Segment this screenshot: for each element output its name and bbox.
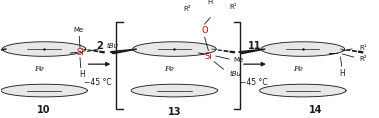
Polygon shape [239, 49, 265, 54]
Polygon shape [110, 49, 137, 54]
Text: 2: 2 [96, 41, 103, 51]
Text: H: H [208, 0, 213, 5]
Text: 13: 13 [168, 107, 181, 117]
Polygon shape [261, 42, 345, 56]
Text: 10: 10 [38, 105, 51, 115]
Text: Me: Me [233, 57, 243, 63]
Text: Si: Si [205, 52, 212, 61]
Text: H: H [79, 70, 85, 79]
Text: O: O [201, 26, 208, 35]
Text: R²: R² [184, 6, 191, 12]
Text: R¹: R¹ [229, 4, 236, 10]
Polygon shape [133, 42, 216, 56]
Text: H: H [340, 69, 345, 78]
Polygon shape [2, 42, 86, 56]
Text: Fe: Fe [293, 65, 303, 74]
Text: tBu: tBu [229, 71, 241, 77]
Text: Me: Me [73, 27, 83, 33]
Text: Fe: Fe [164, 65, 174, 74]
Text: 11: 11 [248, 41, 262, 51]
Text: −45 °C: −45 °C [84, 78, 112, 87]
Polygon shape [260, 84, 346, 97]
Text: 14: 14 [309, 105, 323, 115]
Text: tBu: tBu [106, 43, 118, 49]
Text: R²: R² [359, 56, 367, 62]
Text: Si: Si [76, 48, 84, 57]
Text: R¹: R¹ [359, 45, 367, 51]
Polygon shape [0, 49, 6, 54]
Polygon shape [1, 84, 87, 97]
Text: −45 °C: −45 °C [240, 78, 267, 87]
Text: Fe: Fe [34, 65, 44, 74]
Polygon shape [131, 84, 218, 97]
